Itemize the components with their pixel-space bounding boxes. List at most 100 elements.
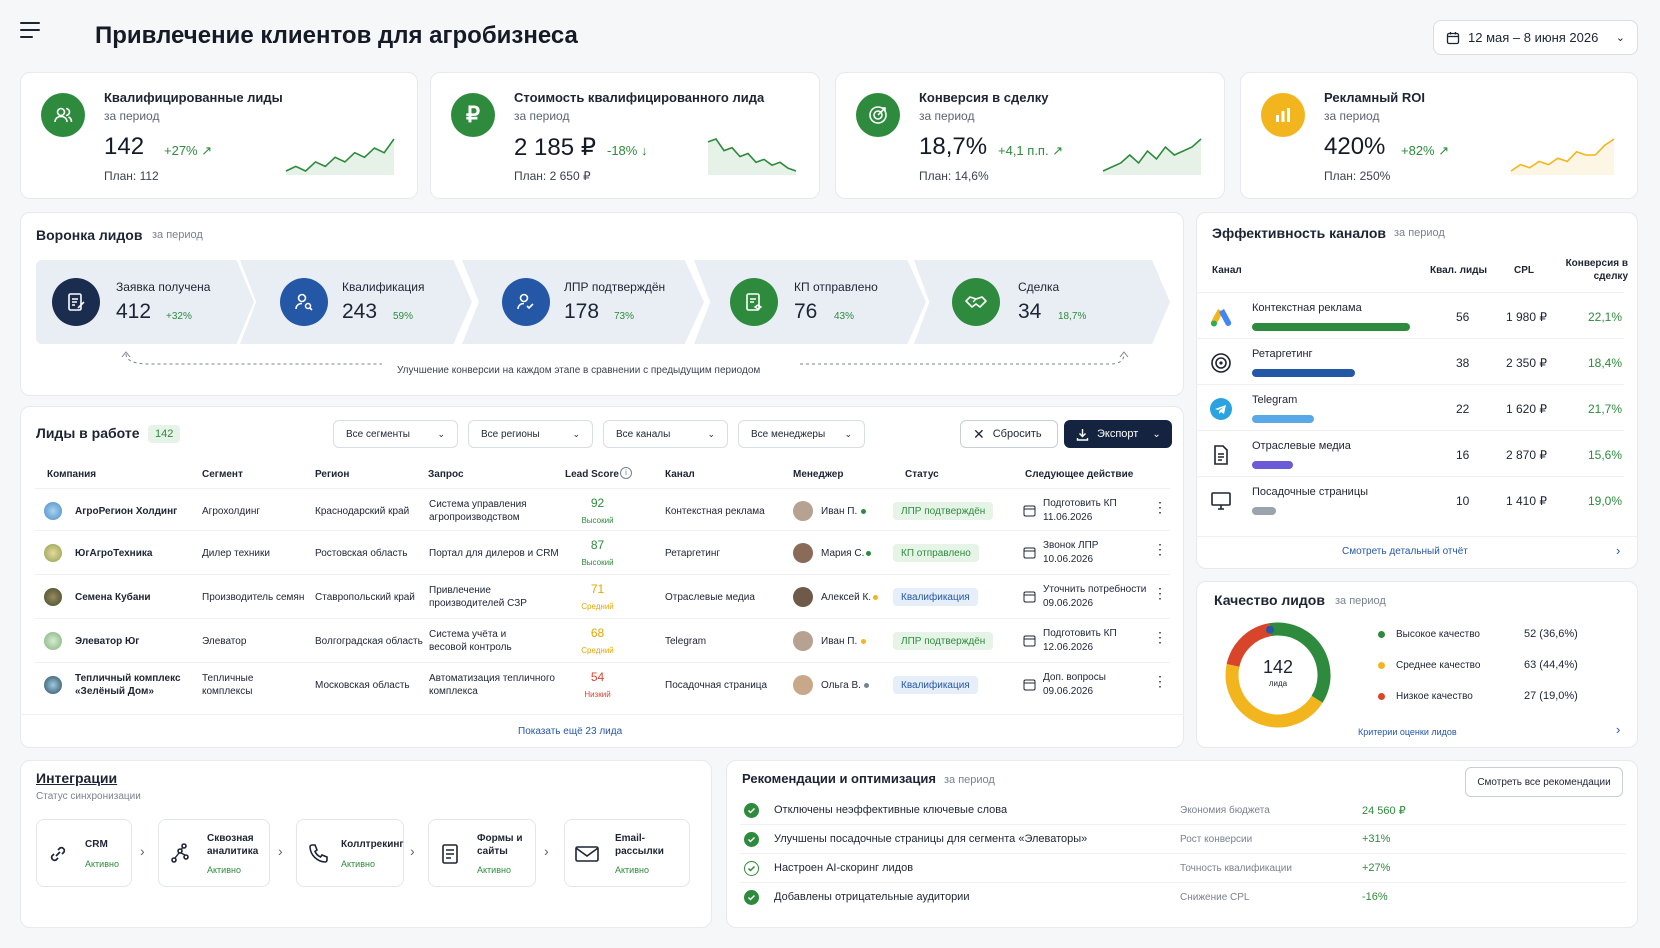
recommendation-text: Отключены неэффективные ключевые слова [774, 804, 1008, 816]
leads-title: Лиды в работе [36, 425, 140, 441]
menu-icon[interactable] [20, 22, 40, 38]
chevron-down-icon: ⌄ [844, 428, 852, 439]
funnel-stage-request[interactable]: Заявка получена 412 +32% [36, 260, 254, 344]
chevron-right-icon[interactable]: › [1616, 543, 1621, 558]
quality-criteria-link[interactable]: Критерии оценки лидов [1358, 727, 1457, 737]
filter-label: Все сегменты [346, 428, 410, 440]
date-range-picker[interactable]: 12 мая – 8 июня 2026 ⌄ [1433, 20, 1638, 55]
kpi-value: 420% [1324, 133, 1386, 160]
divider [20, 714, 1184, 715]
channel-row[interactable]: Отраслевые медиа 16 2 870 ₽ 15,6% [1196, 430, 1624, 476]
col-next-action[interactable]: Следующее действие [1025, 469, 1134, 480]
channel: Telegram [665, 636, 707, 647]
lead-score: 68 [590, 626, 605, 640]
more-options-icon[interactable]: ⋮ [1153, 499, 1167, 515]
filter-regions[interactable]: Все регионы ⌄ [468, 420, 593, 448]
table-row[interactable]: АгроРегион Холдинг Агрохолдинг Краснодар… [35, 488, 1170, 532]
more-options-icon[interactable]: ⋮ [1153, 585, 1167, 601]
channel-row[interactable]: Контекстная реклама 56 1 980 ₽ 22,1% [1196, 292, 1624, 338]
channel-name: Telegram [1252, 394, 1298, 406]
next-action: Подготовить КП [1043, 498, 1117, 509]
document-send-icon [730, 278, 778, 326]
funnel-stage-label: Заявка получена [116, 280, 211, 294]
funnel-stage-qualification[interactable]: Квалификация 243 59% [240, 260, 472, 344]
export-button[interactable]: Экспорт ⌄ [1064, 420, 1172, 448]
funnel-stage-dm-confirmed[interactable]: ЛПР подтверждён 178 73% [462, 260, 704, 344]
detailed-report-link[interactable]: Смотреть детальный отчёт [1342, 546, 1468, 557]
kpi-sparkline [1510, 138, 1615, 175]
col-channel[interactable]: Канал [665, 469, 695, 480]
chevron-down-icon: ⌄ [572, 428, 580, 439]
calendar-icon [1023, 679, 1036, 691]
filter-channels[interactable]: Все каналы ⌄ [603, 420, 728, 448]
recommendation-value: 24 560 ₽ [1362, 805, 1406, 817]
segment: Дилер техники [202, 548, 270, 559]
show-more-link[interactable]: Показать ещё 23 лида [518, 726, 623, 737]
channel-name: Отраслевые медиа [1252, 440, 1351, 452]
recommendation-metric: Экономия бюджета [1180, 805, 1270, 816]
funnel-stage-label: КП отправлено [794, 280, 878, 294]
col-segment[interactable]: Сегмент [202, 469, 243, 480]
funnel-stage-offer-sent[interactable]: КП отправлено 76 43% [694, 260, 926, 344]
integration-email[interactable]: Email-рассылки Активно [564, 819, 690, 887]
col-status[interactable]: Статус [905, 469, 939, 480]
reset-button[interactable]: ✕ Сбросить [960, 420, 1058, 448]
chevron-right-icon: › [410, 843, 415, 859]
chevron-right-icon[interactable]: › [1616, 722, 1621, 737]
funnel-stage-pct: 73% [614, 311, 635, 322]
integrations-title[interactable]: Интеграции [36, 770, 118, 786]
channel-name: Контекстная реклама [1252, 302, 1362, 314]
legend-label: Высокое качество [1396, 629, 1480, 640]
channel-cpl: 1 980 ₽ [1506, 310, 1547, 324]
region: Московская область [315, 680, 410, 691]
channel-row[interactable]: Ретаргетинг 38 2 350 ₽ 18,4% [1196, 338, 1624, 384]
channels-col-cpl: CPL [1514, 265, 1534, 276]
integration-calltracking[interactable]: Коллтрекинг Активно [296, 819, 404, 887]
sparkline-area [286, 139, 394, 175]
col-request[interactable]: Запрос [428, 469, 464, 480]
table-row[interactable]: Элеватор Юг Элеватор Волгоградская облас… [35, 618, 1170, 662]
avatar [793, 631, 813, 651]
recommendation-metric: Рост конверсии [1180, 834, 1253, 845]
date-range-label: 12 мая – 8 июня 2026 [1468, 30, 1599, 45]
company-name: ЮгАгроТехника [75, 548, 153, 559]
more-options-icon[interactable]: ⋮ [1153, 629, 1167, 645]
info-icon[interactable]: i [620, 467, 632, 479]
lead-score-label: Высокий [581, 558, 614, 567]
funnel-stage-value: 243 [342, 300, 378, 323]
company-logo [44, 544, 62, 562]
channel-conv: 15,6% [1588, 448, 1623, 462]
table-row[interactable]: Тепличный комплекс «Зелёный Дом» Тепличн… [35, 662, 1170, 706]
integration-crm[interactable]: CRM Активно [36, 819, 132, 887]
integration-analytics[interactable]: Сквозная аналитика Активно [158, 819, 270, 887]
channels-title: Эффективность каналов [1212, 225, 1387, 241]
request: Портал для дилеров и CRM [429, 548, 559, 559]
next-action-date: 09.06.2026 [1043, 598, 1094, 609]
chevron-down-icon: ⌄ [437, 428, 445, 439]
all-recommendations-button[interactable]: Смотреть все рекомендации [1465, 767, 1623, 797]
table-row[interactable]: ЮгАгроТехника Дилер техники Ростовская о… [35, 530, 1170, 574]
funnel-stage-deal[interactable]: Сделка 34 18,7% [914, 260, 1170, 344]
filter-managers[interactable]: Все менеджеры ⌄ [738, 420, 865, 448]
col-company[interactable]: Компания [47, 469, 97, 480]
more-options-icon[interactable]: ⋮ [1153, 673, 1167, 689]
filter-segments[interactable]: Все сегменты ⌄ [333, 420, 458, 448]
funnel-stage-value: 76 [794, 300, 818, 323]
kpi-delta: -18% ↓ [607, 143, 648, 158]
recommendation-row: Отключены неэффективные ключевые слова Э… [740, 797, 1626, 825]
col-region[interactable]: Регион [315, 469, 350, 480]
download-icon [1076, 428, 1089, 441]
table-row[interactable]: Семена Кубани Производитель семян Ставро… [35, 574, 1170, 618]
channel-row[interactable]: Посадочные страницы 10 1 410 ₽ 19,0% [1196, 476, 1624, 524]
col-lead-score[interactable]: Lead Score [565, 469, 619, 480]
calendar-icon [1023, 505, 1036, 517]
channel-leads: 22 [1456, 402, 1470, 416]
kpi-sparkline [285, 138, 395, 175]
recommendations-title: Рекомендации и оптимизация [742, 771, 936, 786]
more-options-icon[interactable]: ⋮ [1153, 541, 1167, 557]
channel-leads: 16 [1456, 448, 1470, 462]
integration-forms[interactable]: Формы и сайты Активно [428, 819, 536, 887]
channel-row[interactable]: Telegram 22 1 620 ₽ 21,7% [1196, 384, 1624, 430]
calendar-icon [1023, 635, 1036, 647]
col-manager[interactable]: Менеджер [793, 469, 844, 480]
